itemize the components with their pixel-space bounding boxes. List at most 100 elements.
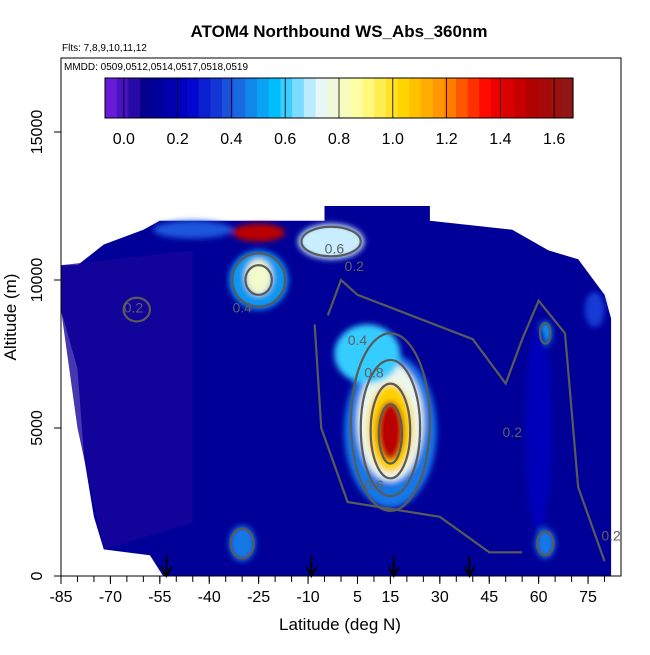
colorbar-tick-label-3: 0.6	[274, 131, 296, 148]
x-tick-label-0: -85	[49, 589, 72, 606]
colorbar-segment-26	[409, 78, 422, 118]
colorbar-segment-4	[151, 78, 165, 118]
colorbar-segment-19	[327, 78, 340, 118]
contour-label-2: 0.6	[325, 240, 345, 256]
field-blob-14	[525, 324, 552, 532]
colorbar-tick-label-4: 0.8	[328, 131, 350, 148]
field-blob-13	[584, 291, 605, 328]
field-blob-8	[153, 220, 233, 239]
colorbar-segment-12	[245, 78, 258, 118]
field-blob-12	[535, 528, 556, 559]
colorbar-segment-35	[514, 78, 527, 118]
colorbar-segment-31	[467, 78, 480, 118]
contour-label-3: 0.2	[344, 258, 364, 274]
x-tick-label-2: -55	[148, 589, 171, 606]
colorbar-segment-37	[537, 78, 551, 118]
field-base	[61, 206, 612, 576]
flight-arrow-head-3	[463, 566, 476, 579]
colorbar-segment-33	[491, 78, 504, 118]
x-tick-label-1: -70	[99, 589, 122, 606]
contour-ring-4	[231, 252, 287, 308]
chart-title: ATOM4 Northbound WS_Abs_360nm	[191, 22, 488, 41]
field-low-band	[61, 250, 193, 550]
y-tick-label-1: 5000	[29, 410, 46, 446]
field-blob-9	[232, 223, 285, 242]
colorbar-tick-label-1: 0.2	[166, 131, 188, 148]
y-axis-label: Altitude (m)	[1, 274, 20, 361]
flight-arrow-head-2	[387, 566, 400, 579]
colorbar-segment-34	[502, 78, 516, 118]
colorbar-segment-22	[362, 78, 375, 118]
flights-note: Flts: 7,8,9,10,11,12	[62, 43, 147, 54]
colorbar-tick-label-5: 1.0	[382, 131, 404, 148]
colorbar-segment-9	[210, 78, 223, 118]
colorbar-segment-24	[385, 78, 399, 118]
dates-note: MMDD: 0509,0512,0514,0517,0518,0519	[64, 62, 248, 73]
field-blob-7	[298, 223, 365, 260]
x-axis-label: Latitude (deg N)	[279, 615, 401, 634]
colorbar-segment-27	[420, 78, 434, 118]
x-tick-label-10: 60	[530, 589, 548, 606]
field-blob-3	[377, 401, 404, 461]
contour-ring-5	[244, 264, 273, 296]
colorbar-segment-2	[128, 78, 141, 118]
colorbar-tick-label-8: 1.6	[543, 131, 565, 148]
colorbar-segment-16	[292, 78, 305, 118]
y-tick-label-3: 15000	[29, 110, 46, 155]
x-tick-label-11: 75	[579, 589, 597, 606]
heatmap-field	[61, 206, 612, 576]
colorbar-segment-0	[105, 78, 118, 118]
y-axis: 0 5000 10000 15000	[29, 110, 61, 580]
x-tick-label-7: 15	[382, 589, 400, 606]
colorbar-segment-30	[456, 78, 469, 118]
contour-label-0: 0.2	[124, 300, 144, 316]
x-tick-label-8: 30	[431, 589, 449, 606]
colorbar-tick-label-0: 0.0	[113, 131, 135, 148]
colorbar-segment-23	[374, 78, 387, 118]
contour-label-7: 0.2	[503, 424, 523, 440]
contour-ring-3	[377, 403, 404, 465]
x-tick-label-4: -25	[247, 589, 270, 606]
contour-ring-2	[369, 382, 412, 480]
x-tick-label-5: -10	[296, 589, 319, 606]
field-blob-10	[229, 525, 256, 562]
contour-label-5: 0.8	[364, 365, 384, 381]
contour-label-6: 0.6	[364, 477, 384, 493]
x-axis: -85 -70 -55 -40 -25 -10 5 15 30 45 60 75	[49, 576, 606, 606]
contour-label-8: 0.2	[601, 527, 621, 543]
x-tick-label-3: -40	[198, 589, 221, 606]
colorbar-segment-5	[163, 78, 176, 118]
contour-ring-8	[538, 321, 552, 345]
contour-envelope-low	[313, 324, 523, 554]
contour-ring-9	[535, 530, 555, 557]
colorbar-segment-17	[303, 78, 317, 118]
colorbar-segment-10	[222, 78, 235, 118]
colorbar-segment-6	[175, 78, 188, 118]
contour-envelope	[326, 278, 606, 562]
contour-ring-10	[300, 225, 362, 258]
colorbar-segment-7	[186, 78, 200, 118]
colorbar-segment-38	[549, 78, 562, 118]
contour-label-1: 0.4	[232, 300, 252, 316]
colorbar-segment-11	[233, 78, 246, 118]
y-tick-label-2: 10000	[29, 258, 46, 303]
colorbar-segment-8	[198, 78, 211, 118]
flight-arrow-head-0	[160, 566, 173, 579]
colorbar-segment-14	[268, 78, 282, 118]
colorbar-segment-20	[339, 78, 352, 118]
colorbar	[104, 77, 574, 119]
x-tick-label-6: 5	[353, 589, 362, 606]
flight-arrows	[160, 556, 476, 579]
colorbar-segment-13	[257, 78, 270, 118]
contour-ring-0	[349, 332, 432, 512]
colorbar-segment-29	[444, 78, 457, 118]
contour-ring-1	[359, 358, 422, 498]
colorbar-segment-1	[116, 78, 129, 118]
flight-arrow-head-1	[305, 566, 318, 579]
contour-lines	[122, 225, 606, 562]
colorbar-segment-15	[280, 78, 293, 118]
colorbar-tick-label-7: 1.4	[489, 131, 511, 148]
field-blob-4	[334, 324, 401, 384]
